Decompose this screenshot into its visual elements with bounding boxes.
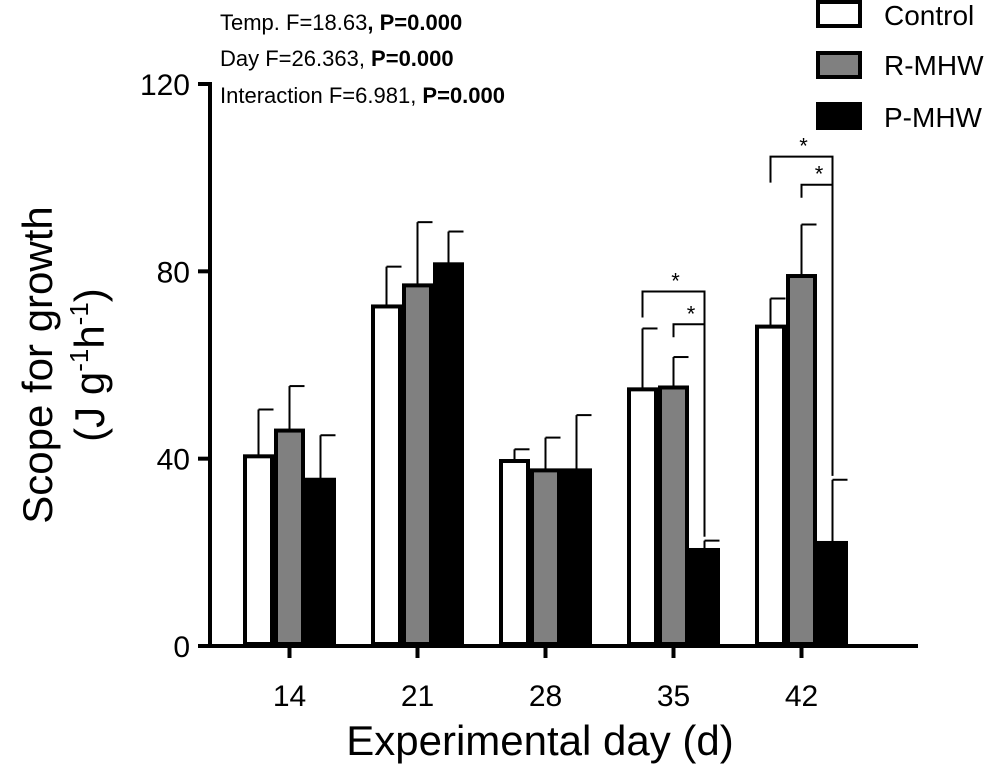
- bar-p-mhw-day-35: [689, 547, 720, 646]
- x-axis-title: Experimental day (d): [346, 717, 734, 764]
- x-axis: 14 21 28 35 42: [208, 644, 918, 713]
- significance-star: *: [799, 134, 808, 159]
- bar-p-mhw-day-14: [305, 477, 336, 646]
- bar-r-mhw-day-35: [658, 385, 689, 646]
- error-bars: [257, 221, 848, 550]
- bars: [243, 262, 848, 647]
- legend-swatch-r-mhw: [816, 51, 862, 79]
- stat-temp: Temp. F=18.63, P=0.000: [220, 10, 462, 35]
- x-tick-label: 14: [273, 680, 306, 713]
- bar-control-day-42: [755, 324, 786, 646]
- y-tick-label: 0: [173, 631, 190, 664]
- significance-star: *: [815, 162, 824, 187]
- bar-p-mhw-day-28: [561, 468, 592, 646]
- y-tick-label: 40: [157, 444, 190, 477]
- x-tick-label: 28: [529, 680, 562, 713]
- y-axis-title-unit: (J g-1h-1): [64, 288, 113, 442]
- significance-star: *: [671, 268, 680, 293]
- significance-star: *: [687, 301, 696, 326]
- legend: Control R-MHW P-MHW: [816, 0, 984, 133]
- legend-label-p-mhw: P-MHW: [884, 102, 983, 133]
- y-axis-title: Scope for growth (J g-1h-1): [14, 206, 113, 524]
- anova-stats: Temp. F=18.63, P=0.000 Day F=26.363, P=0…: [220, 10, 505, 108]
- stat-interaction: Interaction F=6.981, P=0.000: [220, 83, 505, 108]
- x-tick-label: 42: [785, 680, 818, 713]
- legend-swatch-control: [816, 0, 862, 28]
- significance-bracket: [800, 183, 834, 476]
- bar-p-mhw-day-21: [433, 262, 464, 646]
- significance-brackets: * * * *: [641, 134, 834, 537]
- legend-label-r-mhw: R-MHW: [884, 50, 984, 81]
- bar-control-day-14: [243, 454, 274, 647]
- stat-day: Day F=26.363, P=0.000: [220, 46, 454, 71]
- y-tick-label: 120: [140, 69, 190, 102]
- legend-swatch-p-mhw: [816, 102, 862, 130]
- bar-control-day-28: [499, 459, 530, 646]
- bar-r-mhw-day-28: [530, 468, 561, 646]
- legend-label-control: Control: [884, 0, 974, 31]
- bar-p-mhw-day-42: [817, 540, 848, 647]
- y-axis: 0 40 80 120: [140, 69, 212, 664]
- y-tick-label: 80: [157, 256, 190, 289]
- bar-r-mhw-day-21: [402, 283, 433, 646]
- x-tick-label: 35: [657, 680, 690, 713]
- significance-bracket: [672, 323, 706, 537]
- y-axis-title-main: Scope for growth: [14, 206, 61, 524]
- bar-r-mhw-day-14: [274, 428, 305, 647]
- bar-r-mhw-day-42: [786, 274, 817, 646]
- bar-control-day-21: [371, 304, 402, 646]
- bar-control-day-35: [627, 387, 658, 646]
- x-tick-label: 21: [401, 680, 434, 713]
